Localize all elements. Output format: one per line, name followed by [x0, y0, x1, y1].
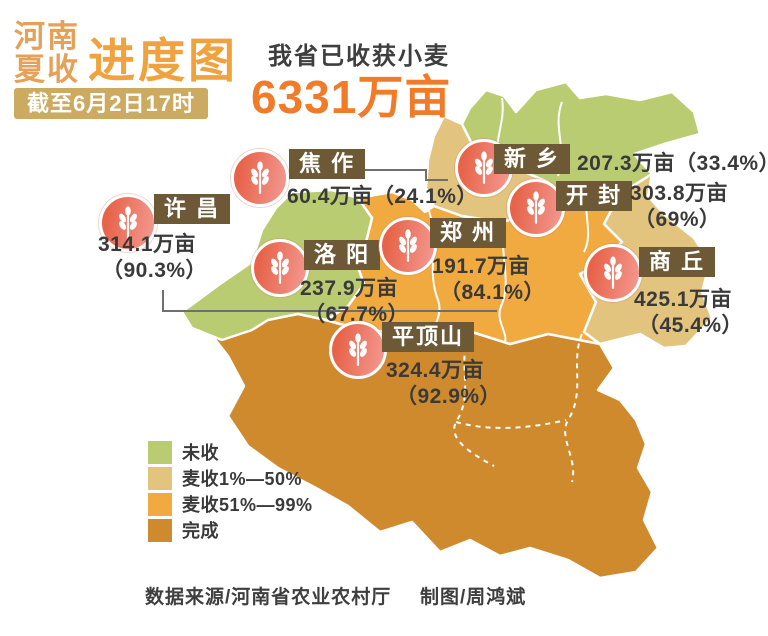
city-name-chip-shangqiu: 商 丘	[639, 247, 716, 277]
city-stat-jiaozuo: 60.4万亩（24.1%）	[287, 185, 478, 208]
wheat-icon	[584, 244, 642, 302]
city-stat-pct-shangqiu: （45.4%）	[638, 314, 744, 337]
city-stat-pct-zhengzhou: （84.1%）	[440, 281, 546, 304]
connector-jiaozuo	[346, 169, 448, 181]
wheat-glyph	[119, 206, 137, 239]
city-name-chip-zhengzhou: 郑 州	[430, 218, 507, 248]
legend-label: 麦收51%—99%	[182, 495, 313, 515]
legend-label: 麦收1%—50%	[182, 469, 303, 489]
city-stat-xinxiang: 207.3万亩（33.4%）	[577, 152, 768, 175]
legend-swatch-unharvested	[148, 440, 172, 464]
wheat-glyph	[527, 191, 545, 224]
legend-label: 完成	[182, 521, 219, 541]
legend-swatch-done	[148, 518, 172, 542]
city-name-chip-jiaozuo: 焦 作	[289, 149, 366, 179]
page-title: 进度图	[88, 34, 238, 87]
legend-swatch-51-99	[148, 492, 172, 516]
city-stat-kaifeng: 303.8万亩	[630, 182, 729, 205]
wheat-glyph	[251, 161, 269, 194]
city-name-chip-xinxiang: 新 乡	[494, 144, 571, 174]
city-stat-pct-xuchang: （90.3%）	[102, 259, 208, 282]
legend-row: 未收	[148, 439, 313, 465]
title-stacked: 河南 夏收	[14, 20, 80, 86]
legend-row: 麦收1%—50%	[148, 465, 313, 491]
legend-row: 麦收51%—99%	[148, 491, 313, 517]
city-stat-pct-pingdingshan: （92.9%）	[396, 385, 502, 408]
city-stat-luoyang: 237.9万亩	[300, 277, 399, 300]
connector-xuchang	[162, 290, 497, 312]
wheat-glyph	[271, 251, 289, 284]
wheat-glyph	[475, 151, 493, 184]
title-line1: 河南	[14, 19, 80, 54]
city-stat-pct-luoyang: （67.7%）	[304, 303, 410, 326]
wheat-glyph	[399, 229, 417, 262]
legend-row: 完成	[148, 517, 313, 543]
date-badge: 截至6月2日17时	[14, 88, 208, 119]
city-stat-pingdingshan: 324.4万亩	[386, 359, 485, 382]
city-stat-zhengzhou: 191.7万亩	[432, 255, 531, 278]
headline-value: 6331万亩	[251, 71, 452, 123]
credit: 制图/周鸿斌	[420, 587, 527, 608]
wheat-glyph	[604, 256, 622, 289]
data-source: 数据来源/河南省农业农村厅	[145, 587, 392, 608]
wheat-icon	[231, 149, 289, 207]
wheat-glyph	[349, 333, 367, 366]
city-stat-pct-kaifeng: （69%）	[634, 208, 721, 231]
title-line2: 夏收	[14, 52, 80, 87]
legend-label: 未收	[182, 443, 219, 463]
district-borders-dashed	[453, 333, 583, 483]
wheat-icon	[99, 194, 157, 252]
city-stat-shangqiu: 425.1万亩	[634, 288, 733, 311]
map-legend: 未收 麦收1%—50% 麦收51%—99% 完成	[148, 439, 313, 543]
wheat-icon	[329, 321, 387, 379]
city-name-chip-pingdingshan: 平顶山	[382, 322, 475, 352]
legend-swatch-1-50	[148, 466, 172, 490]
city-stat-xuchang: 314.1万亩	[98, 233, 197, 256]
headline-label: 我省已收获小麦	[268, 43, 450, 70]
city-name-chip-luoyang: 洛 阳	[304, 240, 381, 270]
wheat-icon	[379, 217, 437, 275]
city-name-chip-kaifeng: 开 封	[556, 181, 633, 211]
callout-connectors	[162, 169, 497, 312]
city-name-chip-xuchang: 许 昌	[154, 194, 231, 224]
